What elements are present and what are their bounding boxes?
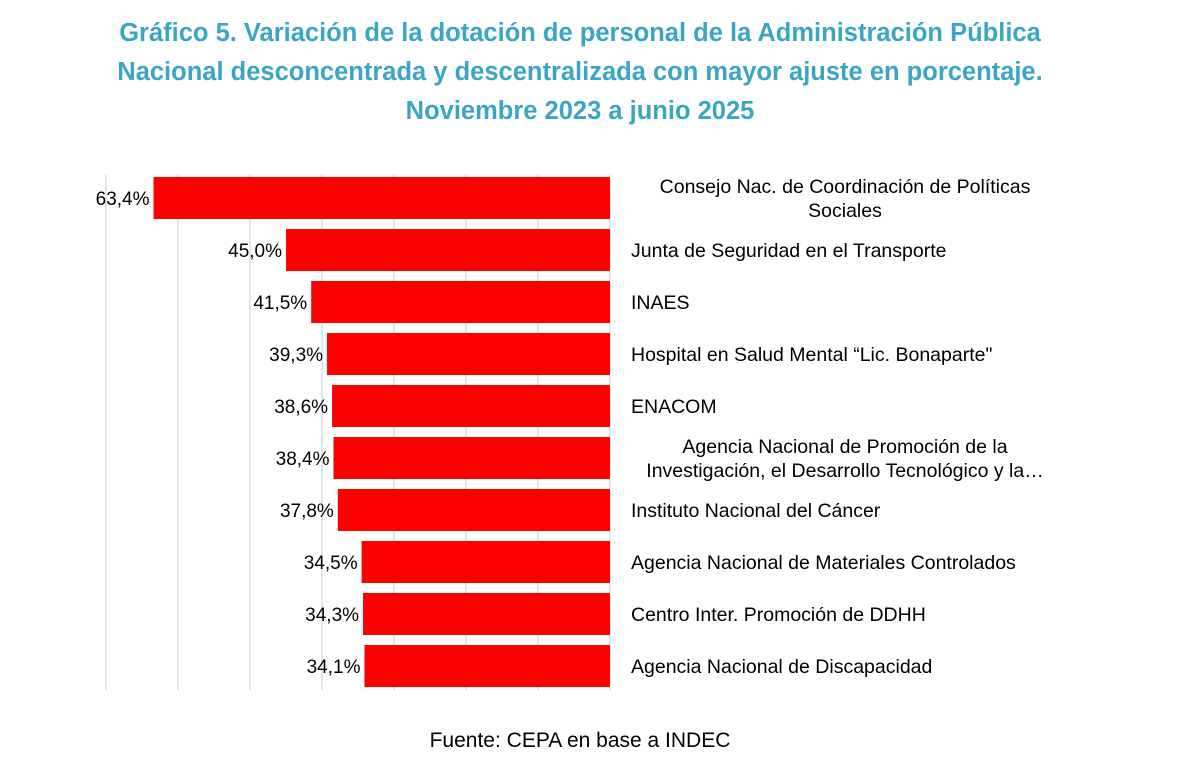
bar: [363, 593, 610, 635]
category-label: INAES: [631, 292, 690, 314]
title-line-3: Noviembre 2023 a junio 2025: [405, 97, 755, 125]
data-label: 45,0%: [228, 241, 282, 262]
category-label: Consejo Nac. de Coordinación de Política…: [660, 176, 1031, 198]
data-label: 63,4%: [96, 189, 150, 210]
data-label: 39,3%: [269, 345, 323, 366]
bar: [333, 437, 610, 479]
bar: [364, 645, 610, 687]
data-label: 38,6%: [274, 397, 328, 418]
category-label: Investigación, el Desarrollo Tecnológico…: [646, 460, 1043, 482]
data-label: 41,5%: [253, 293, 307, 314]
category-label: Agencia Nacional de Promoción de la: [682, 436, 1007, 458]
bar: [332, 385, 610, 427]
category-label: Hospital en Salud Mental “Lic. Bonaparte…: [631, 344, 992, 366]
category-label: Junta de Seguridad en el Transporte: [631, 240, 946, 262]
data-label: 37,8%: [280, 501, 334, 522]
data-label: 34,1%: [307, 657, 361, 678]
bar: [286, 229, 610, 271]
bar: [311, 281, 610, 323]
data-label: 34,3%: [305, 605, 359, 626]
category-label: Sociales: [808, 200, 882, 222]
title-line-2: Nacional desconcentrada y descentralizad…: [117, 58, 1043, 86]
category-label: Agencia Nacional de Materiales Controlad…: [631, 552, 1016, 574]
bar: [327, 333, 610, 375]
category-label: Centro Inter. Promoción de DDHH: [631, 604, 926, 626]
data-label: 38,4%: [276, 449, 330, 470]
category-label: Agencia Nacional de Discapacidad: [631, 656, 932, 678]
title-line-1: Gráfico 5. Variación de la dotación de p…: [119, 19, 1041, 47]
bar: [153, 177, 610, 219]
bar: [337, 489, 610, 531]
chart-title: Gráfico 5. Variación de la dotación de p…: [30, 14, 1130, 131]
bar: [361, 541, 610, 583]
data-label: 34,5%: [304, 553, 358, 574]
source-note: Fuente: CEPA en base a INDEC: [429, 729, 731, 752]
category-label: ENACOM: [631, 396, 717, 418]
category-label: Instituto Nacional del Cáncer: [631, 500, 881, 522]
